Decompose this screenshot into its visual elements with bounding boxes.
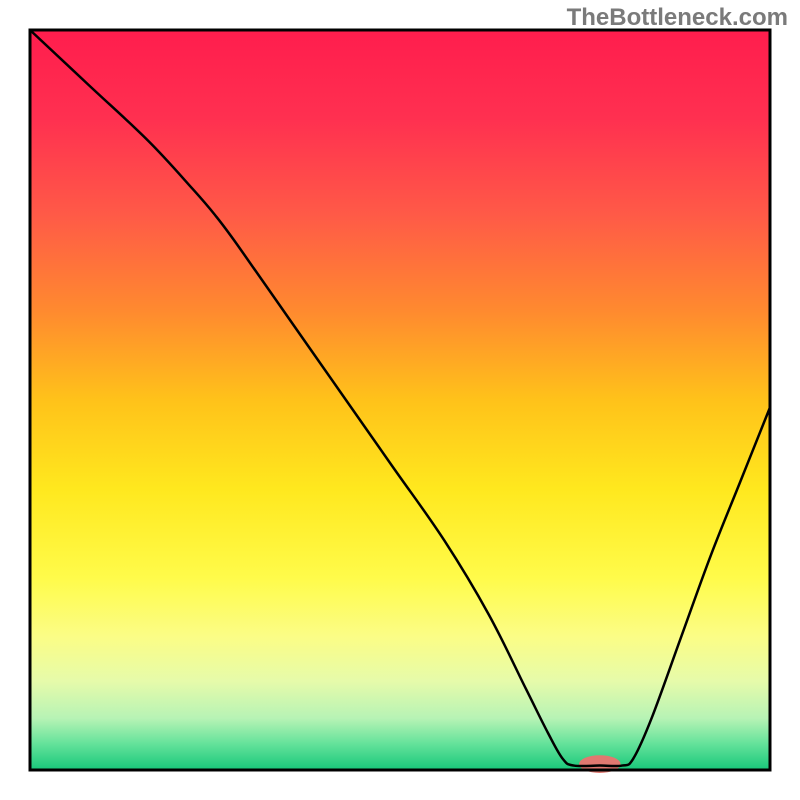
watermark-text: TheBottleneck.com <box>567 4 788 32</box>
bottleneck-chart: TheBottleneck.com <box>0 0 800 800</box>
chart-svg <box>0 0 800 800</box>
plot-background <box>30 30 770 770</box>
